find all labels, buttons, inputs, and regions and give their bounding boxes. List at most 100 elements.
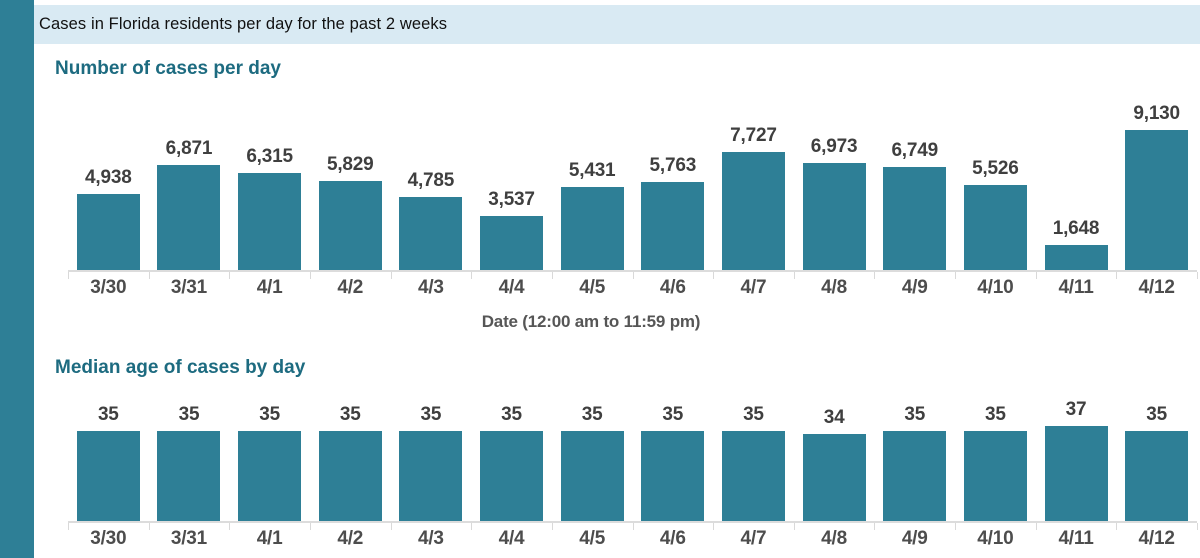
bar-value-label: 35 [984, 404, 1006, 426]
bar-slot: 34 [794, 407, 875, 521]
axis-tick [955, 272, 957, 279]
chart1-title: Number of cases per day [55, 58, 281, 79]
bar-value-label: 5,431 [568, 159, 616, 181]
dashboard-title: Cases in Florida residents per day for t… [39, 15, 448, 33]
bar-4/3[interactable]: 35 [399, 404, 463, 521]
bar-4/12[interactable]: 35 [1125, 404, 1189, 521]
bar-4/8[interactable]: 6,973 [802, 136, 866, 270]
bar-value-label: 35 [743, 404, 764, 426]
bar-slot: 6,749 [874, 130, 955, 270]
chart1-plot-area: 4,938 6,871 6,315 5,829 4,785 3,537 5,431 5,763… [68, 103, 1197, 272]
bar-4/6[interactable]: 5,763 [641, 155, 705, 270]
bar-4/5[interactable]: 35 [560, 404, 624, 521]
x-axis-label: 4/10 [977, 528, 1014, 549]
chart2-plot-area: 35 35 35 35 35 35 35 35 35 34 35 35 37 35 [68, 399, 1197, 523]
bar-slot: 7,727 [713, 125, 794, 270]
chart2-title: Median age of cases by day [55, 357, 306, 378]
bar-value-label: 5,763 [649, 154, 697, 176]
bar-4/10[interactable]: 5,526 [963, 158, 1027, 270]
x-axis-label: 4/7 [740, 277, 767, 298]
x-axis-label: 4/4 [498, 277, 525, 298]
bar-slot: 35 [632, 404, 713, 521]
bar-value-label: 7,727 [730, 124, 777, 146]
bar-4/1[interactable]: 35 [238, 404, 302, 521]
bar-3/30[interactable]: 35 [76, 404, 140, 521]
bar-value-label: 37 [1065, 399, 1087, 420]
x-axis-label: 4/5 [579, 528, 606, 549]
x-axis-label: 3/31 [170, 277, 208, 298]
bar-slot: 35 [874, 404, 955, 521]
axis-tick [1197, 272, 1198, 279]
bar-value-label: 5,526 [972, 158, 1019, 180]
bar-4/2[interactable]: 5,829 [318, 154, 382, 270]
bar-value-label: 35 [259, 404, 280, 426]
x-axis-label: 3/30 [90, 277, 127, 298]
axis-tick [309, 523, 311, 530]
axis-tick [1116, 272, 1118, 279]
axis-tick [955, 523, 957, 530]
axis-tick [390, 523, 392, 530]
axis-tick [229, 272, 231, 279]
bar-value-label: 35 [904, 404, 926, 426]
bar-value-label: 35 [501, 404, 522, 426]
x-axis-label: 4/7 [740, 528, 767, 549]
bar-slot: 35 [955, 404, 1036, 521]
axis-tick [1035, 523, 1037, 530]
x-axis-label: 4/11 [1058, 528, 1094, 549]
bar-value-label: 6,973 [810, 136, 858, 158]
bar-slot: 37 [1036, 399, 1117, 521]
bar-4/11[interactable]: 1,648 [1044, 218, 1108, 270]
chart1-axis-ticks [68, 272, 1198, 280]
axis-tick [229, 523, 231, 530]
bar-slot: 5,763 [632, 130, 713, 270]
bar-4/12[interactable]: 9,130 [1125, 103, 1189, 270]
bar-value-label: 35 [178, 404, 200, 426]
bar-value-label: 35 [97, 404, 119, 426]
x-axis-label: 4/2 [337, 528, 364, 549]
x-axis-label: 4/9 [901, 528, 928, 549]
bar-slot: 4,785 [391, 130, 472, 270]
bar-4/7[interactable]: 7,727 [721, 125, 785, 270]
x-axis-label: 4/10 [977, 277, 1014, 298]
bar-4/4[interactable]: 35 [480, 404, 544, 521]
dashboard-header: Cases in Florida residents per day for t… [34, 5, 1200, 44]
chart1-x-axis-title: Date (12:00 am to 11:59 pm) [481, 312, 701, 331]
bar-4/5[interactable]: 5,431 [560, 160, 624, 270]
axis-tick [874, 272, 876, 279]
axis-tick [713, 523, 715, 530]
x-axis-label: 3/31 [170, 528, 208, 549]
axis-tick [148, 523, 150, 530]
bar-value-label: 35 [339, 404, 361, 426]
bar-4/11[interactable]: 37 [1044, 399, 1108, 521]
bar-slot: 5,526 [955, 130, 1036, 270]
bar-value-label: 6,749 [891, 139, 938, 161]
bar-3/31[interactable]: 35 [157, 404, 221, 521]
bar-4/3[interactable]: 4,785 [399, 170, 463, 270]
bar-4/6[interactable]: 35 [641, 404, 705, 521]
x-axis-label: 4/8 [821, 528, 847, 549]
axis-tick [1035, 272, 1037, 279]
bar-4/1[interactable]: 6,315 [238, 146, 302, 270]
bar-value-label: 6,315 [246, 146, 293, 168]
bar-slot: 35 [391, 404, 472, 521]
x-axis-label: 4/5 [579, 277, 606, 298]
axis-tick [551, 523, 553, 530]
bar-slot: 35 [1116, 404, 1197, 521]
bar-3/30[interactable]: 4,938 [76, 167, 140, 270]
x-axis-label: 4/1 [256, 277, 283, 298]
bar-4/2[interactable]: 35 [318, 404, 382, 521]
bar-4/8[interactable]: 34 [802, 407, 866, 521]
bar-4/7[interactable]: 35 [721, 404, 785, 521]
bar-value-label: 3,537 [488, 188, 535, 210]
bar-4/10[interactable]: 35 [963, 404, 1027, 521]
axis-tick [713, 272, 715, 279]
bar-slot: 6,871 [149, 130, 230, 270]
x-axis-label: 4/1 [256, 528, 283, 549]
x-axis-label: 4/6 [659, 277, 686, 298]
bar-3/31[interactable]: 6,871 [157, 138, 221, 270]
bar-4/4[interactable]: 3,537 [480, 189, 544, 270]
bar-value-label: 35 [420, 404, 442, 426]
bar-4/9[interactable]: 6,749 [883, 140, 947, 270]
bar-4/9[interactable]: 35 [883, 404, 947, 521]
bar-slot: 6,973 [794, 130, 875, 270]
